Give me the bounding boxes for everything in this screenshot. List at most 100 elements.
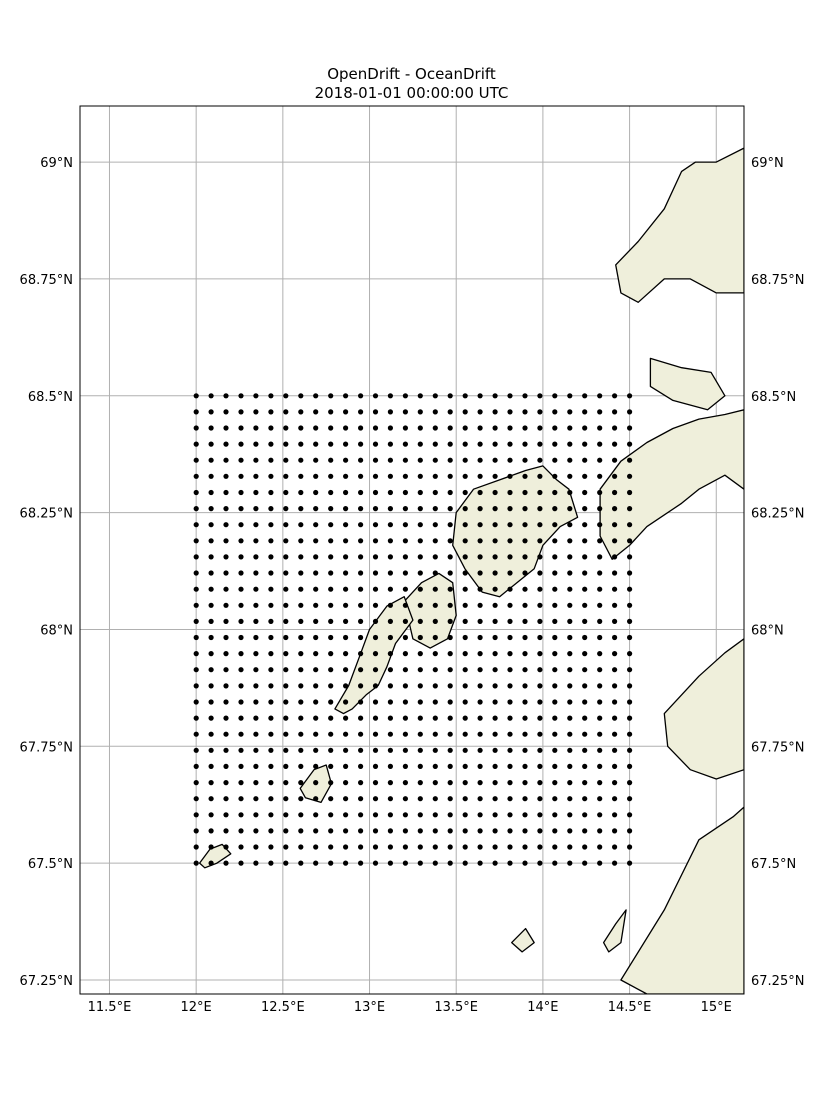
particle	[402, 796, 408, 802]
particle	[328, 780, 334, 786]
particle	[567, 441, 573, 447]
particle	[447, 586, 453, 592]
particle	[193, 731, 199, 737]
particle	[283, 393, 289, 399]
map-title: OpenDrift - OceanDrift	[327, 65, 496, 83]
particle	[567, 409, 573, 415]
particle	[477, 425, 483, 431]
particle	[477, 554, 483, 560]
particle	[298, 522, 304, 528]
particle	[372, 828, 379, 834]
particle	[507, 844, 513, 850]
particle	[298, 731, 304, 737]
particle	[612, 844, 618, 850]
particle	[417, 683, 423, 689]
particle	[597, 699, 603, 705]
particle	[372, 651, 379, 657]
particle	[268, 667, 274, 673]
particle	[612, 522, 618, 528]
particle	[387, 393, 393, 399]
particle	[417, 699, 423, 705]
lat-tick-label-left: 67.25°N	[20, 974, 73, 989]
particle	[612, 715, 618, 721]
particle	[358, 441, 364, 447]
particle	[283, 780, 289, 786]
particle	[298, 844, 304, 850]
particle	[417, 393, 423, 399]
particle	[268, 570, 274, 576]
particle	[358, 651, 364, 657]
particle	[492, 618, 498, 625]
particle	[253, 618, 259, 625]
particle	[387, 473, 393, 479]
particle	[432, 554, 438, 560]
particle	[537, 812, 543, 818]
particle	[447, 618, 453, 625]
particle	[417, 473, 423, 479]
particle	[328, 441, 334, 447]
particle	[238, 409, 244, 415]
particle	[597, 489, 603, 496]
particle	[298, 393, 304, 399]
particle	[492, 860, 498, 866]
particle	[238, 715, 244, 721]
particle	[402, 699, 408, 705]
particle	[612, 457, 618, 463]
particle	[298, 618, 304, 625]
particle	[253, 812, 259, 818]
particle	[507, 441, 513, 447]
particle	[343, 715, 349, 721]
particle	[597, 441, 603, 447]
particle	[492, 457, 498, 463]
particle	[328, 602, 334, 608]
particle	[432, 796, 438, 802]
particle	[358, 699, 364, 705]
particle	[387, 570, 393, 576]
particle	[567, 715, 573, 721]
particle	[447, 506, 453, 512]
particle	[253, 489, 259, 496]
particle	[238, 763, 244, 770]
particle	[582, 618, 588, 625]
particle	[372, 425, 379, 431]
particle	[253, 602, 259, 608]
particle	[417, 409, 423, 415]
particle	[402, 828, 408, 834]
particle	[253, 586, 259, 592]
particle	[597, 667, 603, 673]
particle	[253, 409, 259, 415]
particle	[208, 457, 214, 463]
land-island-givaer	[511, 927, 535, 953]
particle	[552, 715, 558, 721]
particle	[597, 715, 603, 721]
particle	[358, 538, 364, 544]
particle	[402, 602, 408, 608]
particle	[208, 586, 214, 592]
particle	[612, 747, 618, 753]
particle	[537, 409, 543, 415]
particle	[283, 602, 289, 608]
particle	[537, 796, 543, 802]
particle	[402, 506, 408, 512]
particle	[268, 473, 274, 479]
particle	[402, 844, 408, 850]
particle	[627, 634, 633, 641]
particle	[223, 763, 229, 770]
particle	[343, 538, 349, 544]
particle	[567, 586, 573, 592]
particle	[477, 489, 483, 496]
particle	[387, 489, 393, 496]
particle	[253, 473, 259, 479]
particle	[253, 651, 259, 657]
particle	[402, 780, 408, 786]
lat-tick-label-right: 68.25°N	[751, 507, 804, 522]
particle	[208, 699, 214, 705]
particle	[627, 715, 633, 721]
particle	[328, 683, 334, 689]
particle	[552, 570, 558, 576]
particle	[582, 457, 588, 463]
particle	[193, 763, 199, 770]
particle	[492, 828, 498, 834]
particle	[193, 570, 199, 576]
particle	[522, 812, 528, 818]
